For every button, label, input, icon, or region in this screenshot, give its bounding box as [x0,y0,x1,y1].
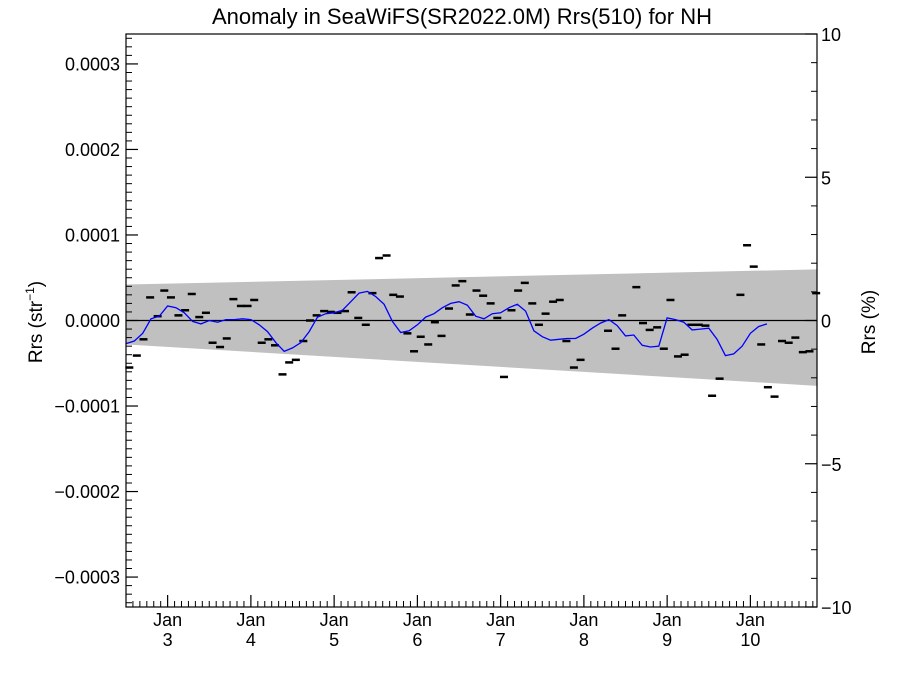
x-tick-label-month: Jan [236,610,265,630]
x-tick-label-year: 6 [412,630,422,650]
running-mean-layer [125,290,768,357]
x-tick-label-month: Jan [403,610,432,630]
x-tick-label-month: Jan [320,610,349,630]
x-tick-label-month: Jan [569,610,598,630]
uncertainty-band-layer [126,269,817,386]
x-tick-label-year: 9 [662,630,672,650]
x-tick-label-year: 10 [740,630,760,650]
y-left-tick-label: −0.0002 [54,482,120,502]
running-mean-line [125,290,768,357]
y-left-tick-label: −0.0001 [54,397,120,417]
uncertainty-band [126,269,817,386]
x-tick-label-month: Jan [486,610,515,630]
x-tick-label-year: 4 [246,630,256,650]
x-tick-label-month: Jan [653,610,682,630]
x-tick-label-year: 8 [579,630,589,650]
chart-title: Anomaly in SeaWiFS(SR2022.0M) Rrs(510) f… [212,4,712,29]
x-tick-label-month: Jan [736,610,765,630]
y-axis-left-label-text: Rrs (str [26,300,47,363]
y-axis-left-label-close: ) [26,281,47,287]
y-right-tick-label: 10 [821,25,841,45]
y-axis-left-label-superscript: −1 [23,287,37,301]
x-tick-label-year: 3 [163,630,173,650]
y-axis-left: 0.0003 0.0002 0.0001 0.0000 −0.0001 −0.0002 −0… [54,37,138,604]
x-tick-label-month: Jan [153,610,182,630]
y-left-tick-label: 0.0000 [65,311,120,331]
y-axis-right-label: Rrs (%) [859,290,880,354]
y-axis-left-label: Rrs (str−1) [23,281,47,363]
y-left-tick-label: 0.0002 [65,140,120,160]
y-left-tick-label: 0.0003 [65,54,120,74]
y-right-tick-label: −10 [821,598,852,618]
y-right-tick-label: −5 [821,455,842,475]
y-right-tick-label: 0 [821,312,831,332]
plot-area [125,243,821,398]
y-left-tick-label: −0.0003 [54,568,120,588]
x-tick-label-year: 5 [329,630,339,650]
y-left-tick-label: 0.0001 [65,225,120,245]
y-axis-right: 10 5 0 −5 −10 [805,25,852,618]
x-tick-label-year: 7 [496,630,506,650]
y-right-tick-label: 5 [821,168,831,188]
